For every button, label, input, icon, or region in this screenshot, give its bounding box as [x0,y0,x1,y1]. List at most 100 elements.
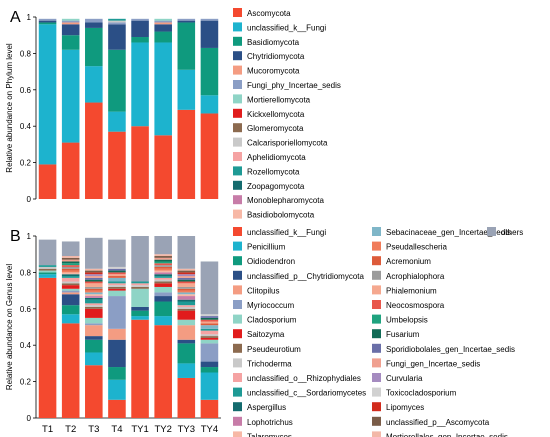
bar-segment [85,292,103,295]
bar-segment [108,276,126,278]
y-tick-label: 0.4 [20,341,32,350]
y-tick-label: 0.6 [20,305,32,314]
bar-segment [108,379,126,400]
bar-segment [61,292,80,295]
bar-segment [177,294,196,297]
bar-segment [154,24,172,32]
bar-segment [131,306,149,311]
bar-segment [177,22,196,70]
bar-segment [85,283,103,287]
legend-swatch [372,402,381,412]
legend-label: Clitopilus [247,286,279,295]
bar-segment [131,285,149,287]
legend-label: Penicillium [247,243,286,252]
legend-swatch [233,373,242,382]
legend-swatch [372,227,381,236]
bar-segment [177,377,196,418]
bar-segment [61,277,80,282]
bar-segment [108,286,126,289]
legend-label: unclassified_k__Fungi [247,228,326,237]
bar-segment [61,314,80,324]
legend-label: Aphelidiomycota [247,153,306,162]
legend-label: unclassified_k__Fungi [247,23,326,32]
bar-segment [200,336,219,338]
bar-segment [177,296,196,300]
bar-segment [61,285,80,289]
legend-label: Neocosmospora [386,301,445,310]
bar-segment [131,281,149,284]
bar-segment [131,316,149,320]
legend-swatch [233,431,242,437]
bar-segment [154,20,172,23]
legend-swatch [372,285,381,295]
bar-segment [108,296,126,329]
legend-label: Kickxellomycota [247,110,305,119]
bar-segment [177,325,196,340]
bar-segment [61,257,80,260]
bar-segment [38,164,57,199]
bar-segment [177,339,196,344]
bar-segment [108,24,126,50]
bar-segment [85,294,103,297]
legend-label: Curvularia [386,374,423,383]
bar-segment [85,317,103,324]
bar-segment [38,268,57,271]
y-tick-label: 0.6 [20,86,32,95]
bar-segment [38,277,57,418]
x-tick-label: TY1 [131,424,148,435]
legend-swatch [372,431,381,437]
legend-label: unclassified_p__Ascomycota [386,418,490,427]
legend-swatch [372,256,381,266]
legend-swatch [372,343,381,353]
bar-segment [85,296,103,298]
bar-segment [38,18,57,21]
bar-segment [200,334,219,337]
bar-segment [131,288,149,307]
legend-label: Chytridiomycota [247,52,305,61]
bar-segment [108,49,126,112]
bar-segment [177,363,196,378]
bar-segment [108,18,126,21]
y-tick-label: 0.2 [20,159,32,168]
legend-label: Myriococcum [247,301,294,310]
bar-segment [85,288,103,291]
legend-label: Rozellomycota [247,167,300,176]
legend-label: Sporidiobolales_gen_Incertae_sedis [386,345,515,354]
bar-segment [61,294,80,306]
bar-segment [177,277,196,280]
bar-segment [38,272,57,275]
bar-segment [177,306,196,309]
bar-segment [85,66,103,103]
bar-segment [177,319,196,326]
legend-label: Trichoderma [247,359,292,368]
bar-segment [85,18,103,23]
bar-segment [85,274,103,277]
bar-segment [177,276,196,278]
legend-swatch [487,227,496,236]
bar-segment [154,286,172,293]
legend-swatch [233,180,242,190]
bar-segment [154,261,172,264]
x-tick-label: T3 [88,424,99,435]
bar-segment [38,270,57,273]
bar-segment [85,365,103,418]
legend-swatch [233,94,242,104]
bar-segment [38,239,57,266]
y-tick-label: 1 [27,13,32,22]
legend-label: Fusarium [386,330,420,339]
bar-segment [154,236,172,255]
legend-swatch [233,8,242,17]
bar-segment [154,18,172,21]
legend-label: Mucoromycota [247,67,300,76]
bar-segment [200,113,219,199]
bar-segment [200,323,219,326]
bar-segment [154,263,172,266]
bar-segment [131,37,149,43]
bar-segment [177,299,196,302]
bar-segment [61,35,80,50]
bar-segment [61,268,80,271]
bar-segment [108,399,126,418]
legend-swatch [233,123,242,133]
bar-segment [131,42,149,127]
bar-segment [108,339,126,368]
